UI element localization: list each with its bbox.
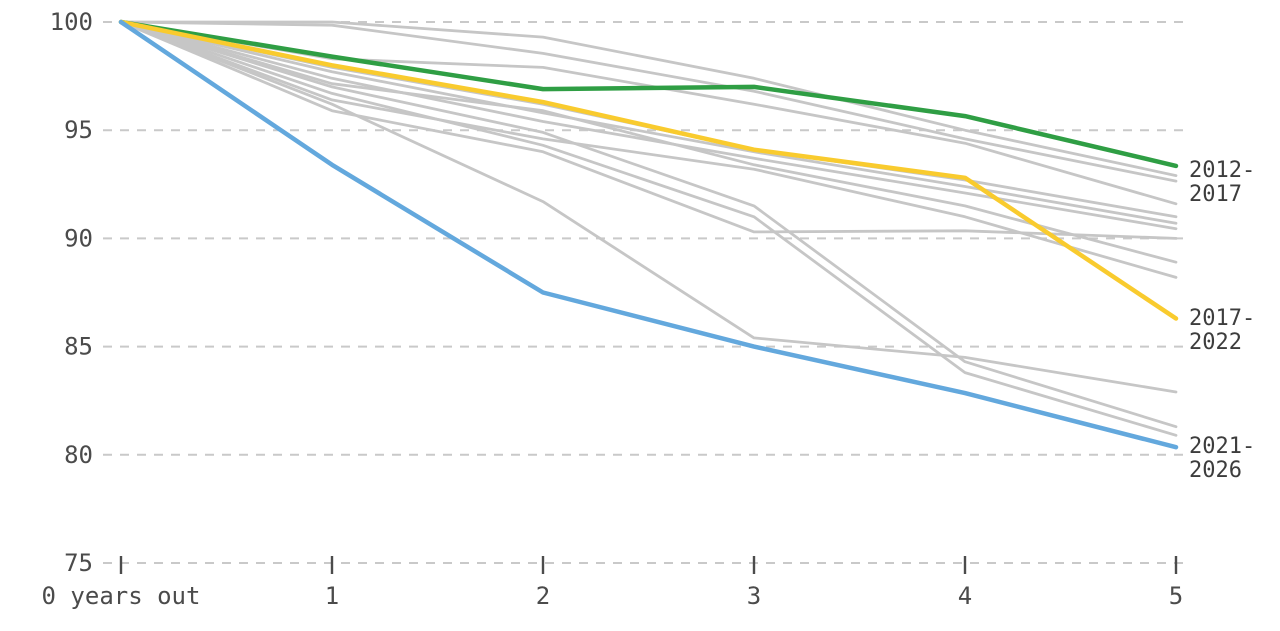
line-label-2017-2022: 2017- 2022	[1189, 307, 1279, 355]
series-line-gray-cohort-10	[119, 20, 1178, 394]
line-label-2012-2017: 2012- 2017	[1189, 159, 1279, 207]
series-line-gray-cohort-11	[119, 20, 1178, 429]
series-line-gray-cohort-8	[119, 20, 1178, 240]
line-label-2012-2017-line2: 2017	[1189, 182, 1242, 207]
line-label-2021-2026-line2: 2026	[1189, 458, 1242, 483]
series-line-gray-cohort-1	[119, 20, 1178, 178]
y-tick-label-80: 80	[64, 441, 93, 469]
y-tick-label-75: 75	[64, 549, 93, 577]
series-line-2012-2017	[118, 19, 1179, 169]
x-tick-label-3: 3	[747, 582, 761, 610]
line-label-2017-2022-line2: 2022	[1189, 330, 1242, 355]
x-tick-label-0: 0 years out	[42, 582, 201, 610]
line-label-2021-2026: 2021- 2026	[1189, 435, 1279, 483]
y-tick-label-100: 100	[50, 8, 93, 36]
line-label-2021-2026-line1: 2021-	[1189, 434, 1256, 459]
series-line-gray-cohort-12	[119, 20, 1178, 437]
series-line-gray-cohort-7	[119, 20, 1178, 264]
series-line-gray-cohort-5	[119, 20, 1178, 225]
series-line-gray-cohort-4	[119, 20, 1178, 219]
series-line-gray-cohort-2	[119, 20, 1178, 183]
series-line-gray-cohort-9	[119, 20, 1178, 279]
x-tick-label-2: 2	[536, 582, 550, 610]
y-tick-label-85: 85	[64, 333, 93, 361]
x-tick-label-4: 4	[958, 582, 972, 610]
line-label-2012-2017-line1: 2012-	[1189, 158, 1256, 183]
series-line-2017-2022	[118, 19, 1179, 321]
line-label-2017-2022-line1: 2017-	[1189, 306, 1256, 331]
y-tick-label-95: 95	[64, 116, 93, 144]
x-tick-label-1: 1	[325, 582, 339, 610]
x-tick-label-5: 5	[1169, 582, 1183, 610]
y-tick-label-90: 90	[64, 224, 93, 252]
series-line-2021-2026	[118, 19, 1179, 450]
